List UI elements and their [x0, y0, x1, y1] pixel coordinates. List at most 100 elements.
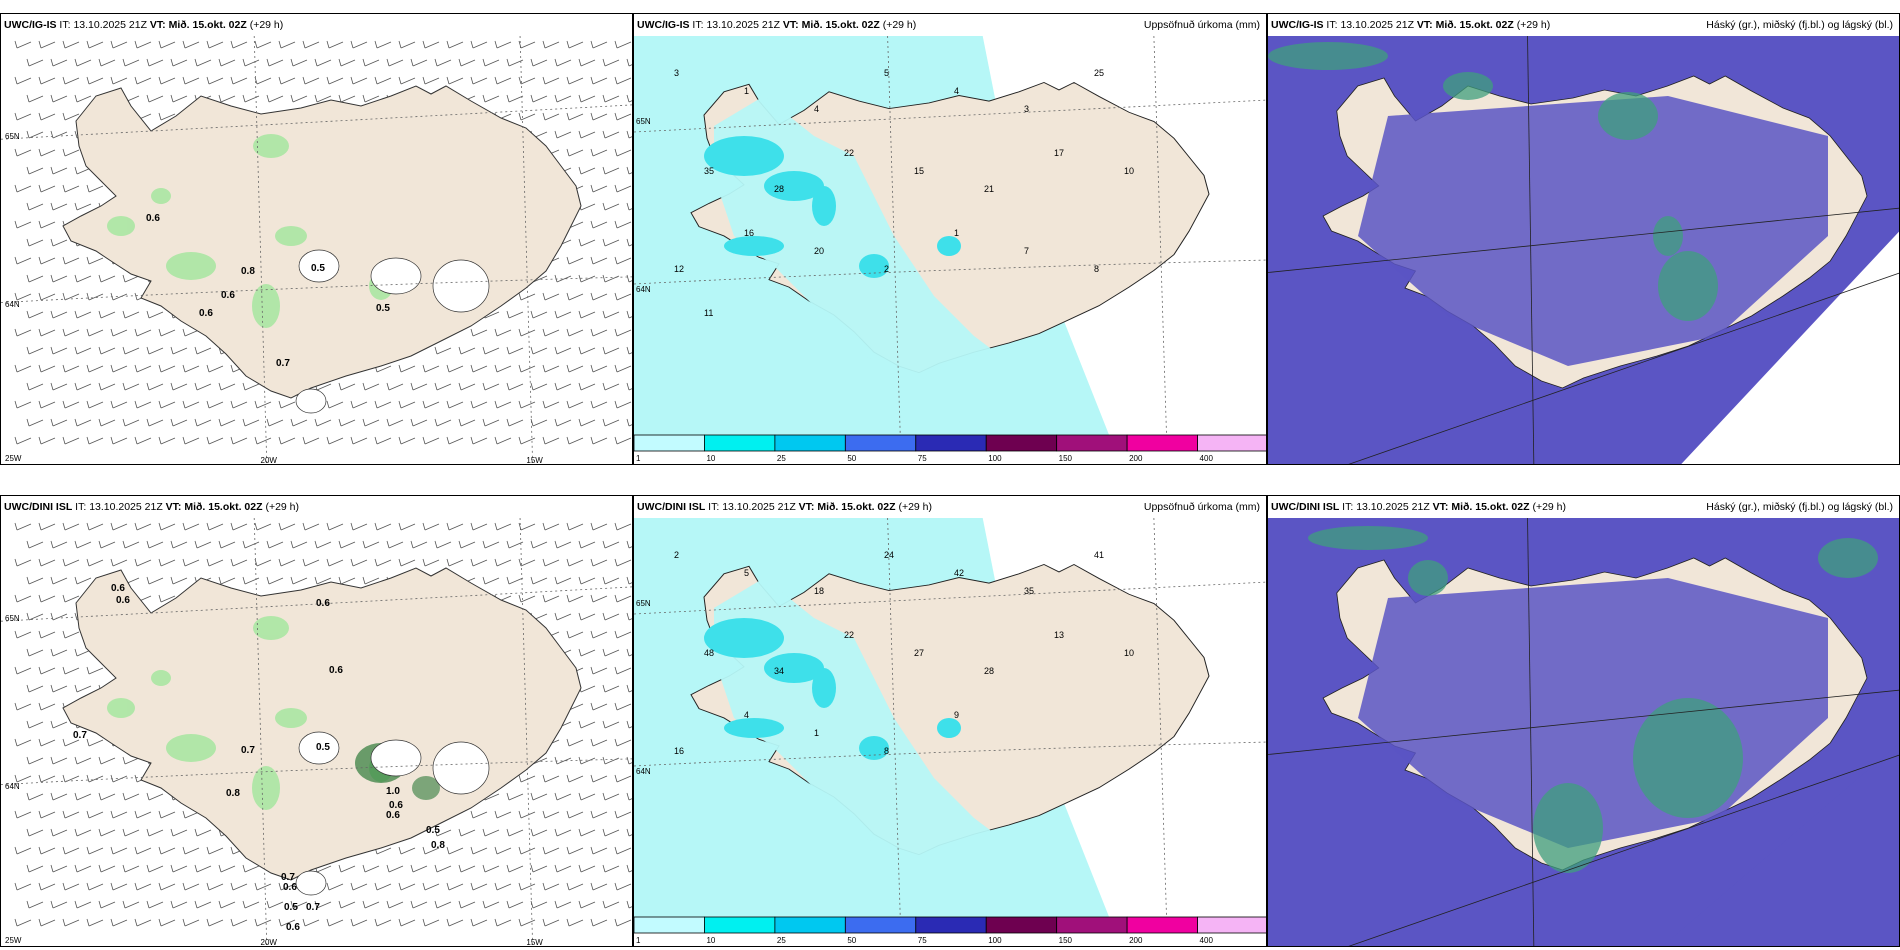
- precip-value-label: 42: [954, 568, 964, 578]
- precip-value-label: 22: [844, 148, 854, 158]
- colorbar-tick-label: 25: [777, 936, 786, 945]
- panel-header: UWC/IG-IS IT: 13.10.2025 21Z VT: Mið. 15…: [1271, 19, 1551, 31]
- panel-title: Háský (gr.), miðský (fj.bl.) og lágský (…: [1706, 19, 1893, 31]
- precip-value-label: 1: [744, 86, 749, 96]
- precip-value-label: 2: [884, 264, 889, 274]
- axis-label: 65N: [5, 614, 20, 623]
- precip-value-label: 8: [1094, 264, 1099, 274]
- wind-value-label: 0.6: [146, 213, 160, 224]
- precip-value-label: 10: [1124, 166, 1134, 176]
- colorbar-tick-label: 200: [1129, 454, 1143, 463]
- panel-title: Uppsöfnuð úrkoma (mm): [1143, 501, 1260, 513]
- axis-label: 20W: [261, 938, 278, 947]
- colorbar-tick-label: 400: [1200, 936, 1214, 945]
- panel-wind-dini: UWC/DINI ISL IT: 13.10.2025 21Z VT: Mið.…: [0, 495, 633, 947]
- panel-header: UWC/DINI ISL IT: 13.10.2025 21Z VT: Mið.…: [4, 501, 300, 513]
- wind-value-label: 0.6: [386, 810, 400, 821]
- wind-value-label: 0.7: [73, 730, 87, 741]
- colorbar-tick-label: 50: [847, 936, 856, 945]
- precip-colorbar: 1 10 25 50 75 100 150 200 400: [634, 916, 1266, 945]
- colorbar-tick-label: 100: [988, 454, 1002, 463]
- precip-value-label: 27: [914, 648, 924, 658]
- wind-value-label: 0.8: [226, 788, 240, 799]
- panel-header: UWC/IG-IS IT: 13.10.2025 21Z VT: Mið. 15…: [4, 19, 284, 31]
- precip-colorbar: 1 10 25 50 75 100 150 200 400: [634, 434, 1266, 463]
- precip-value-label: 13: [1054, 630, 1064, 640]
- precip-value-label: 35: [704, 166, 714, 176]
- precip-value-label: 16: [674, 746, 684, 756]
- wind-value-label: 0.5: [316, 742, 330, 753]
- wind-value-label: 0.7: [306, 902, 320, 913]
- colorbar-tick-label: 150: [1059, 454, 1073, 463]
- colorbar-tick-label: 1: [636, 454, 641, 463]
- wind-value-label: 0.7: [276, 358, 290, 369]
- precip-value-label: 7: [1024, 246, 1029, 256]
- precip-value-label: 34: [774, 666, 784, 676]
- colorbar-tick-label: 50: [847, 454, 856, 463]
- panel-precip-igis: UWC/IG-IS IT: 13.10.2025 21Z VT: Mið. 15…: [633, 13, 1267, 465]
- colorbar-swatch: [844, 916, 917, 934]
- panel-header: UWC/DINI ISL IT: 13.10.2025 21Z VT: Mið.…: [637, 501, 933, 513]
- precip-value-label: 1: [814, 728, 819, 738]
- precip-value-label: 3: [1024, 104, 1029, 114]
- precip-value-label: 28: [984, 666, 994, 676]
- precip-value-label: 10: [1124, 648, 1134, 658]
- precip-value-label: 12: [674, 264, 684, 274]
- wind-value-label: 0.6: [283, 882, 297, 893]
- panel-header: UWC/IG-IS IT: 13.10.2025 21Z VT: Mið. 15…: [637, 19, 917, 31]
- colorbar-swatch: [774, 916, 846, 934]
- precip-value-label: 1: [954, 228, 959, 238]
- colorbar-tick-label: 25: [777, 454, 786, 463]
- colorbar-tick-label: 150: [1059, 936, 1073, 945]
- axis-label: 64N: [5, 300, 20, 309]
- axis-label: 65N: [5, 132, 20, 141]
- precip-value-label: 25: [1094, 68, 1104, 78]
- wind-value-label: 0.6: [316, 598, 330, 609]
- precip-value-label: 17: [1054, 148, 1064, 158]
- wind-value-label: 0.6: [111, 583, 125, 594]
- axis-label: 65N: [636, 117, 651, 126]
- axis-label: 15W: [526, 938, 543, 947]
- wind-value-label: 0.6: [389, 800, 403, 811]
- wind-value-label: 0.8: [431, 840, 445, 851]
- wind-value-label: 0.6: [286, 922, 300, 933]
- colorbar-swatch: [704, 434, 776, 452]
- colorbar-tick-label: 100: [988, 936, 1002, 945]
- colorbar-swatch: [634, 916, 705, 934]
- colorbar-swatch: [1126, 916, 1198, 934]
- wind-value-label: 0.8: [241, 266, 255, 277]
- precip-value-label: 9: [954, 710, 959, 720]
- precip-value-label: 16: [744, 228, 754, 238]
- wind-value-label: 0.5: [311, 263, 325, 274]
- colorbar-swatch: [915, 434, 987, 452]
- wind-value-label: 0.6: [329, 665, 343, 676]
- colorbar-tick-label: 10: [706, 454, 715, 463]
- colorbar-swatch: [985, 916, 1058, 934]
- precip-value-label: 22: [844, 630, 854, 640]
- precip-value-label: 3: [674, 68, 679, 78]
- panel-title: Háský (gr.), miðský (fj.bl.) og lágský (…: [1706, 501, 1893, 513]
- colorbar-swatch: [1126, 434, 1198, 452]
- precip-value-label: 41: [1094, 550, 1104, 560]
- cloud-map: [1268, 518, 1899, 946]
- panel-title: Uppsöfnuð úrkoma (mm): [1143, 19, 1260, 31]
- wind-value-label: 0.7: [281, 872, 295, 883]
- colorbar-tick-label: 400: [1200, 454, 1214, 463]
- panel-cloud-dini: UWC/DINI ISL IT: 13.10.2025 21Z VT: Mið.…: [1267, 495, 1900, 947]
- colorbar-tick-label: 10: [706, 936, 715, 945]
- colorbar-swatch: [774, 434, 846, 452]
- cloud-map: [1268, 36, 1899, 464]
- wind-value-label: 0.6: [199, 308, 213, 319]
- axis-label: 25W: [5, 454, 22, 463]
- wind-value-label: 0.6: [116, 595, 130, 606]
- precip-value-label: 11: [704, 308, 713, 318]
- precip-value-label: 35: [1024, 586, 1034, 596]
- precip-value-label: 8: [884, 746, 889, 756]
- axis-label: 64N: [636, 285, 651, 294]
- precip-value-label: 20: [814, 246, 824, 256]
- axis-label: 65N: [636, 599, 651, 608]
- colorbar-swatch: [985, 434, 1058, 452]
- axis-label: 25W: [5, 936, 22, 945]
